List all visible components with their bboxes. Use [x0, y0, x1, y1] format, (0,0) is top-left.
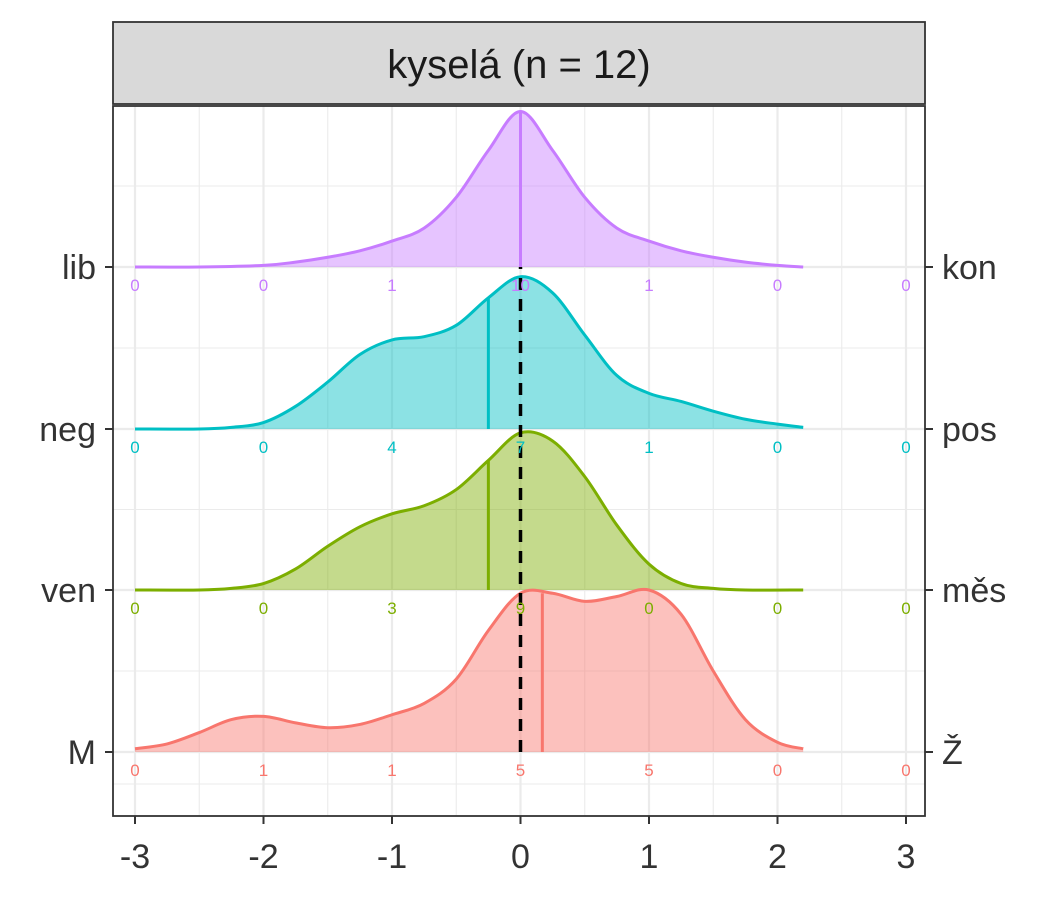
count-label-M: 0	[901, 761, 910, 780]
count-label-lib: 10	[511, 276, 530, 295]
count-label-ven: 9	[516, 599, 525, 618]
count-label-ven: 3	[387, 599, 396, 618]
density-line-ven	[134, 430, 804, 592]
count-label-lib: 0	[130, 276, 139, 295]
y-axis-label-left-lib: lib	[62, 249, 96, 287]
count-labels: 0 1 1 5 5 0 00 0 3 9 0 0 00 0 4 7 1 0 00 0 1 10 1 0 0	[130, 276, 910, 780]
x-axis-tick-label: -3	[120, 838, 150, 876]
count-label-neg: 0	[773, 438, 782, 457]
x-axis-tick-label: 1	[640, 838, 659, 876]
density-area-lib	[135, 111, 804, 268]
y-axis-label-right-lib: kon	[942, 249, 997, 287]
count-label-lib: 0	[773, 276, 782, 295]
count-label-M: 0	[773, 761, 782, 780]
count-label-ven: 0	[130, 599, 139, 618]
x-axis-tick-label: 2	[768, 838, 787, 876]
strip-title: kyselá (n = 12)	[387, 43, 650, 87]
y-axis-label-right-M: Ž	[942, 734, 963, 772]
ridge-lib	[134, 109, 804, 269]
count-label-ven: 0	[259, 599, 268, 618]
count-label-M: 5	[644, 761, 653, 780]
count-label-neg: 0	[901, 438, 910, 457]
density-area-M	[135, 589, 804, 752]
count-label-M: 1	[387, 761, 396, 780]
count-label-lib: 1	[387, 276, 396, 295]
x-axis-tick-label: 3	[897, 838, 916, 876]
density-line-M	[134, 587, 804, 751]
y-axis-label-right-ven: měs	[942, 572, 1006, 610]
ridges	[134, 109, 804, 752]
count-label-ven: 0	[644, 599, 653, 618]
x-axis-tick-label: 0	[511, 838, 530, 876]
count-label-ven: 0	[773, 599, 782, 618]
strip-background	[112, 21, 926, 105]
x-axis-tick-label: -1	[377, 838, 407, 876]
count-label-lib: 1	[644, 276, 653, 295]
count-label-M: 0	[130, 761, 139, 780]
ridge-ven	[134, 430, 804, 592]
ridge-M	[134, 587, 804, 752]
y-axis-label-left-ven: ven	[41, 572, 96, 610]
density-line-lib	[134, 109, 804, 269]
count-label-ven: 0	[901, 599, 910, 618]
count-label-M: 1	[259, 761, 268, 780]
facet-strip: kyselá (n = 12)	[112, 21, 926, 105]
density-area-neg	[135, 276, 804, 430]
count-label-M: 5	[516, 761, 525, 780]
y-axis-label-right-neg: pos	[942, 411, 997, 449]
count-label-neg: 7	[516, 438, 525, 457]
count-label-lib: 0	[901, 276, 910, 295]
count-label-lib: 0	[259, 276, 268, 295]
count-label-neg: 4	[387, 438, 396, 457]
ridge-neg	[134, 275, 804, 431]
count-label-neg: 0	[259, 438, 268, 457]
y-axis-label-left-M: M	[68, 734, 96, 772]
y-axis-label-left-neg: neg	[39, 411, 96, 449]
count-label-neg: 0	[130, 438, 139, 457]
panel-border	[112, 105, 926, 817]
x-axis-tick-label: -2	[248, 838, 278, 876]
count-label-neg: 1	[644, 438, 653, 457]
